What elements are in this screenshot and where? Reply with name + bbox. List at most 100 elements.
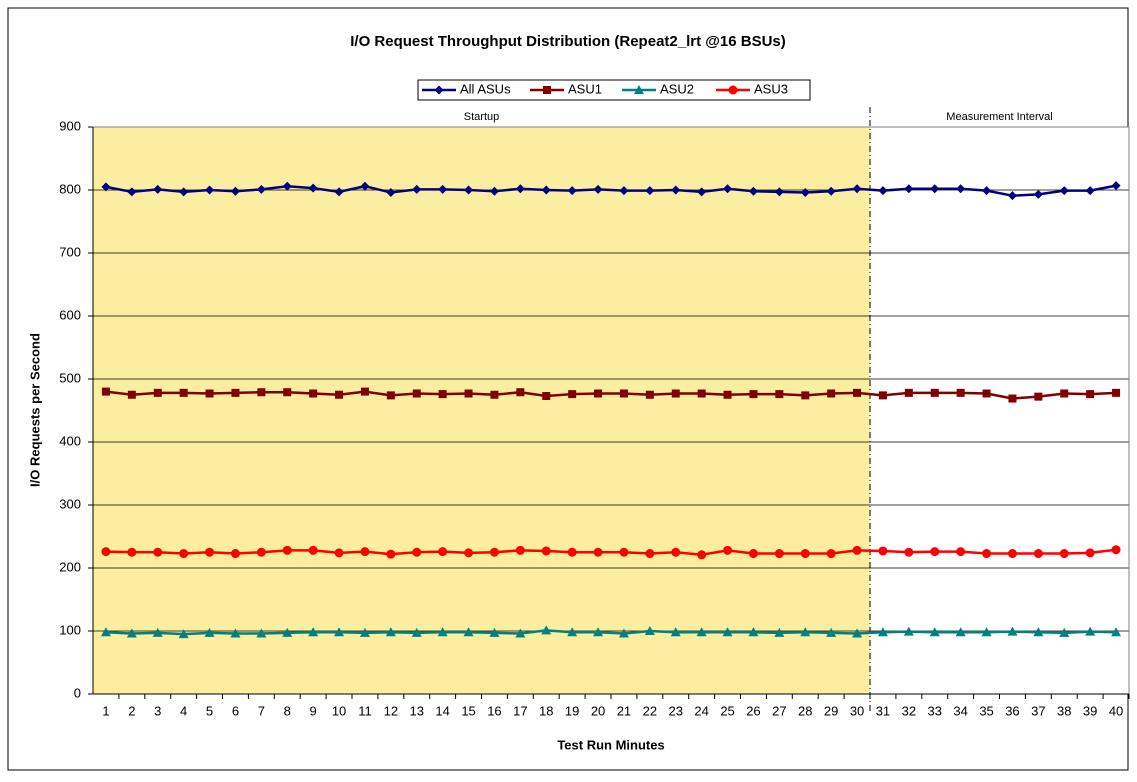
x-axis-label: Test Run Minutes xyxy=(557,737,664,752)
data-point xyxy=(516,388,525,397)
x-tick-label: 13 xyxy=(410,703,424,718)
data-point xyxy=(593,627,604,637)
data-point xyxy=(463,627,474,637)
data-point xyxy=(929,627,940,637)
y-tick-label: 500 xyxy=(59,370,81,385)
series-line xyxy=(105,629,1117,636)
data-point xyxy=(515,545,525,555)
x-tick-label: 8 xyxy=(284,703,291,718)
data-point xyxy=(774,187,784,197)
data-point xyxy=(464,548,474,558)
x-tick-label: 34 xyxy=(953,703,967,718)
data-point xyxy=(179,388,188,397)
data-point xyxy=(1034,392,1043,401)
data-point xyxy=(696,627,707,637)
data-point xyxy=(852,545,862,555)
data-point xyxy=(386,188,396,198)
data-point xyxy=(982,186,992,196)
legend-marker xyxy=(434,85,444,95)
data-point xyxy=(438,390,447,399)
data-point xyxy=(101,387,110,396)
data-point xyxy=(515,628,526,638)
region xyxy=(93,127,870,694)
data-point xyxy=(722,627,733,637)
data-point xyxy=(385,627,396,637)
data-point xyxy=(515,184,525,194)
data-point xyxy=(775,390,784,399)
region xyxy=(870,127,1129,694)
x-tick-label: 3 xyxy=(154,703,161,718)
data-point xyxy=(748,627,759,637)
data-point xyxy=(541,546,551,556)
data-point xyxy=(852,184,862,194)
x-tick-label: 9 xyxy=(310,703,317,718)
data-point xyxy=(801,391,810,400)
data-point xyxy=(1060,389,1069,398)
data-point xyxy=(205,547,215,557)
data-point xyxy=(153,547,163,557)
data-point xyxy=(230,628,241,638)
data-point xyxy=(1085,548,1095,558)
data-point xyxy=(1033,549,1043,559)
data-point xyxy=(644,626,655,635)
data-point xyxy=(412,184,422,194)
x-tick-label: 12 xyxy=(384,703,398,718)
x-tick-label: 40 xyxy=(1109,703,1123,718)
y-axis-label: I/O Requests per Second xyxy=(27,333,42,487)
x-tick-label: 10 xyxy=(332,703,346,718)
data-point xyxy=(568,390,577,399)
data-point xyxy=(334,548,344,558)
data-point xyxy=(360,181,370,191)
data-point xyxy=(179,187,189,197)
x-tick-label: 23 xyxy=(669,703,683,718)
data-point xyxy=(671,547,681,557)
x-tick-label: 25 xyxy=(720,703,734,718)
x-tick-label: 32 xyxy=(902,703,916,718)
data-point xyxy=(930,547,940,557)
data-point xyxy=(903,626,914,636)
data-point xyxy=(257,388,266,397)
data-point xyxy=(723,390,732,399)
data-point xyxy=(541,185,551,195)
x-tick-label: 24 xyxy=(694,703,708,718)
x-tick-label: 19 xyxy=(565,703,579,718)
x-tick-label: 4 xyxy=(180,703,187,718)
data-point xyxy=(1059,549,1069,559)
data-point xyxy=(878,391,887,400)
data-point xyxy=(282,545,292,555)
legend-label: ASU2 xyxy=(660,81,694,96)
x-tick-label: 36 xyxy=(1005,703,1019,718)
data-point xyxy=(1008,394,1017,403)
x-tick-label: 6 xyxy=(232,703,239,718)
legend-label: ASU3 xyxy=(754,81,788,96)
series-line xyxy=(105,184,1117,197)
data-point xyxy=(645,390,654,399)
data-point xyxy=(101,182,111,192)
legend-marker xyxy=(728,85,738,95)
x-tick-label: 37 xyxy=(1031,703,1045,718)
y-tick-label: 200 xyxy=(59,559,81,574)
x-tick-label: 7 xyxy=(258,703,265,718)
data-point xyxy=(904,388,913,397)
data-point xyxy=(619,547,629,557)
legend xyxy=(417,79,811,101)
data-point xyxy=(981,627,992,637)
data-point xyxy=(205,389,214,398)
x-tick-label: 20 xyxy=(591,703,605,718)
data-point xyxy=(360,387,369,396)
data-point xyxy=(1111,545,1121,555)
data-point xyxy=(697,389,706,398)
data-point xyxy=(283,388,292,397)
data-point xyxy=(956,184,966,194)
data-point xyxy=(411,627,422,637)
data-point xyxy=(904,547,914,557)
data-point xyxy=(386,549,396,559)
x-tick-label: 18 xyxy=(539,703,553,718)
data-point xyxy=(256,184,266,194)
data-point xyxy=(1007,549,1017,559)
data-point xyxy=(334,627,345,637)
data-point xyxy=(930,184,940,194)
x-tick-label: 15 xyxy=(461,703,475,718)
x-tick-label: 2 xyxy=(128,703,135,718)
